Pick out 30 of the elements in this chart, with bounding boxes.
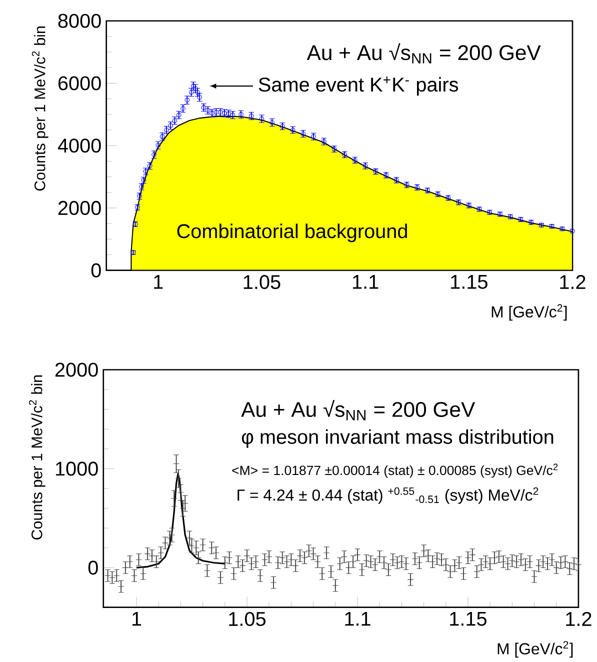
annotation: Γ = 4.24 ± 0.44 (stat) $^{+0.55}$$_{-0.51}$ (syst) MeV/c$^{2}$ [238, 487, 538, 504]
annotation: Au + Au √s$_{NN}$ = 200 GeV [241, 400, 476, 420]
x-tick-label: 1.05 [244, 275, 280, 290]
y-tick-label: 4000 [58, 138, 102, 153]
series-label: Same event K$^{+}$K$^{-}$ pairs [258, 76, 458, 96]
y-tick-label: 2000 [58, 200, 102, 215]
x-tick-label: 1 [132, 612, 142, 626]
y-tick-label: 0 [92, 263, 102, 278]
y-tick-label: 1000 [56, 462, 98, 476]
y-tick-label: 2000 [56, 362, 98, 377]
x-tick-label: 1 [154, 275, 163, 289]
y-axis-title: Counts per 1 MeV/c$^{2}$ bin [29, 375, 46, 540]
x-tick-label: 1.15 [451, 275, 488, 289]
x-tick-label: 1.05 [229, 612, 266, 626]
x-tick-label: 1.2 [566, 612, 592, 626]
y-axis-title: Counts per 1 MeV/c$^{2}$ bin [32, 26, 48, 191]
annotation: φ meson invariant mass distribution [242, 429, 554, 448]
annotation: Au + Au √s$_{NN}$ = 200 GeV [307, 43, 541, 64]
x-tick-label: 1.15 [450, 612, 487, 626]
y-tick-label: 0 [88, 560, 98, 575]
x-tick-label: 1.1 [345, 612, 370, 626]
x-axis-title: M [GeV/c$^{2}$] [498, 641, 573, 658]
y-tick-label: 8000 [58, 14, 102, 28]
series-label: Combinatorial background [177, 224, 408, 242]
annotation: <M> = 1.01877 ±0.00014 (stat) ± 0.00085 (syst) GeV/c$^{2}$ [232, 464, 558, 478]
y-tick-label: 6000 [58, 76, 102, 90]
x-axis-title: M [GeV/c$^{2}$] [492, 304, 567, 321]
line-series [136, 472, 226, 568]
x-tick-label: 1.2 [560, 275, 586, 289]
x-tick-label: 1.1 [353, 275, 378, 289]
